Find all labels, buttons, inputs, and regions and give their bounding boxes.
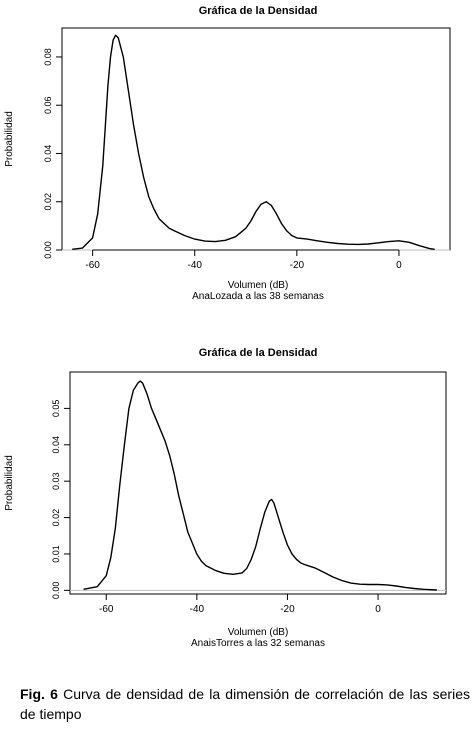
x-tick-label: -40 [188, 260, 203, 271]
density-chart-analozada: Gráfica de la Densidad -60 -40 -20 0 0.00 0.02… [0, 0, 473, 320]
density-curve [83, 380, 437, 591]
y-tick-label: 0.00 [43, 241, 53, 259]
x-tick-label: 0 [375, 604, 381, 615]
density-curve [72, 34, 435, 250]
chart-title: Gráfica de la Densidad [199, 347, 318, 359]
density-chart-anaistorres: Gráfica de la Densidad -60 -40 -20 0 0.00 0.01… [0, 340, 473, 660]
x-axis-label: Volumen (dB) [228, 280, 289, 291]
y-tick-label: 0.00 [51, 582, 61, 600]
plot-frame [61, 27, 451, 251]
y-tick-label: 0.04 [51, 436, 61, 454]
y-tick-label: 0.06 [43, 96, 53, 114]
chart-title: Gráfica de la Densidad [199, 5, 318, 17]
density-chart-2-svg: Gráfica de la Densidad -60 -40 -20 0 0.00 0.01… [4, 347, 447, 649]
y-tick-label: 0.02 [43, 193, 53, 211]
x-tick-label: -20 [290, 260, 305, 271]
y-tick-label: 0.01 [51, 545, 61, 563]
y-axis-label: Probabilidad [4, 455, 15, 511]
plot-frame [69, 371, 447, 595]
chart-subtitle: AnaisTorres a las 32 semanas [191, 638, 325, 649]
x-tick-label: -20 [280, 604, 295, 615]
y-tick-label: 0.02 [51, 509, 61, 527]
x-tick-label: 0 [396, 260, 402, 271]
x-tick-label: -60 [85, 260, 100, 271]
y-axis-label: Probabilidad [4, 111, 15, 167]
chart-subtitle: AnaLozada a las 38 semanas [192, 291, 324, 302]
figure-caption: Fig. 6 Curva de densidad de la dimensión… [20, 684, 470, 724]
y-tick-label: 0.08 [43, 48, 53, 66]
x-tick-label: -60 [99, 604, 114, 615]
x-tick-label: -40 [190, 604, 205, 615]
y-tick-label: 0.03 [51, 472, 61, 490]
y-tick-label: 0.04 [43, 145, 53, 163]
caption-label: Fig. 6 [20, 686, 58, 702]
x-axis-label: Volumen (dB) [228, 627, 289, 638]
caption-text: Curva de densidad de la dimensión de cor… [20, 686, 470, 722]
y-tick-label: 0.05 [51, 400, 61, 418]
density-chart-1-svg: Gráfica de la Densidad -60 -40 -20 0 0.00 0.02… [4, 5, 451, 302]
